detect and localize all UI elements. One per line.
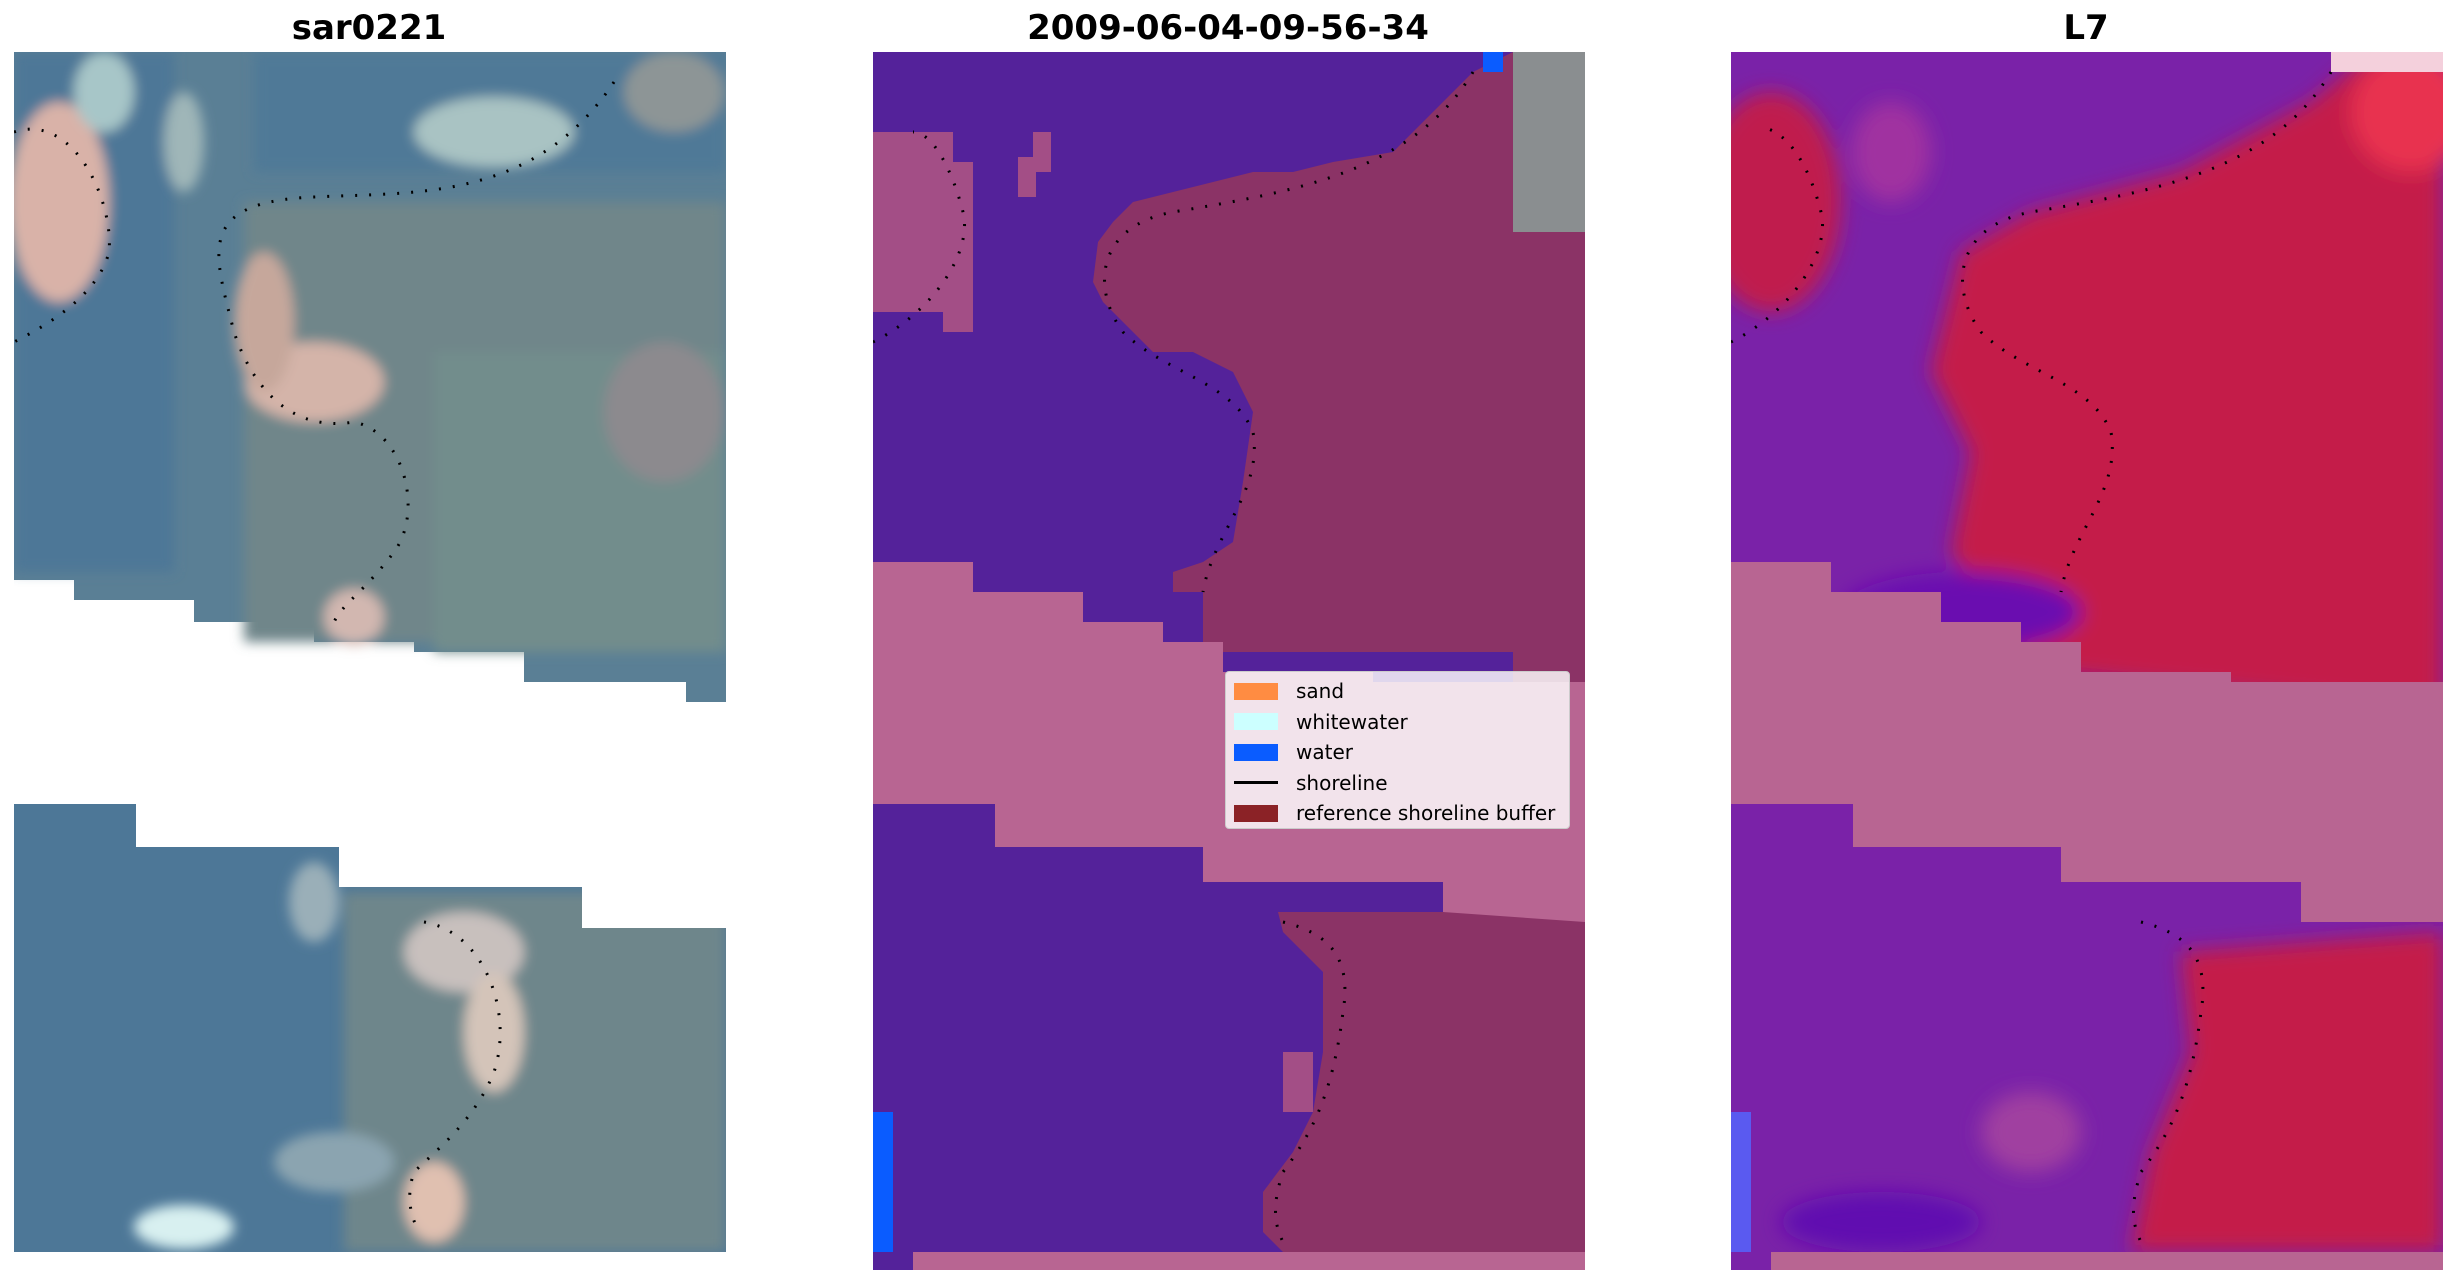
- legend-swatch-shoreline: [1234, 781, 1278, 785]
- legend-swatch-reference-buffer: [1234, 804, 1278, 822]
- panel-title-rgb: sar0221: [291, 8, 447, 48]
- water-sliver: [873, 1112, 893, 1252]
- legend-item-shoreline: shoreline: [1234, 768, 1561, 799]
- legend: sand whitewater water shoreline referenc…: [1225, 671, 1570, 829]
- shoreline-dotted-bottom: [408, 920, 502, 1233]
- rgb-image-top: [14, 52, 726, 702]
- legend-item-reference-buffer: reference shoreline buffer: [1234, 798, 1561, 829]
- land-area-right: [1093, 52, 1585, 702]
- panel-title-mndwi: L7: [2063, 8, 2109, 48]
- legend-swatch-whitewater: [1234, 713, 1278, 731]
- l7-index-panel: [1731, 52, 2443, 1270]
- classification-panel: [873, 52, 1585, 1270]
- rgb-image-panel: [14, 52, 726, 1252]
- legend-item-sand: sand: [1234, 676, 1561, 707]
- panel-title-classification: 2009-06-04-09-56-34: [1027, 8, 1429, 48]
- legend-item-water: water: [1234, 737, 1561, 768]
- land-patch-left: [873, 132, 973, 332]
- land-area-lower: [1263, 912, 1585, 1252]
- legend-item-whitewater: whitewater: [1234, 707, 1561, 738]
- legend-swatch-sand: [1234, 682, 1278, 700]
- reference-buffer-band-l7: [1731, 562, 2443, 922]
- rgb-image-bottom: [14, 804, 726, 1252]
- legend-swatch-water: [1234, 743, 1278, 761]
